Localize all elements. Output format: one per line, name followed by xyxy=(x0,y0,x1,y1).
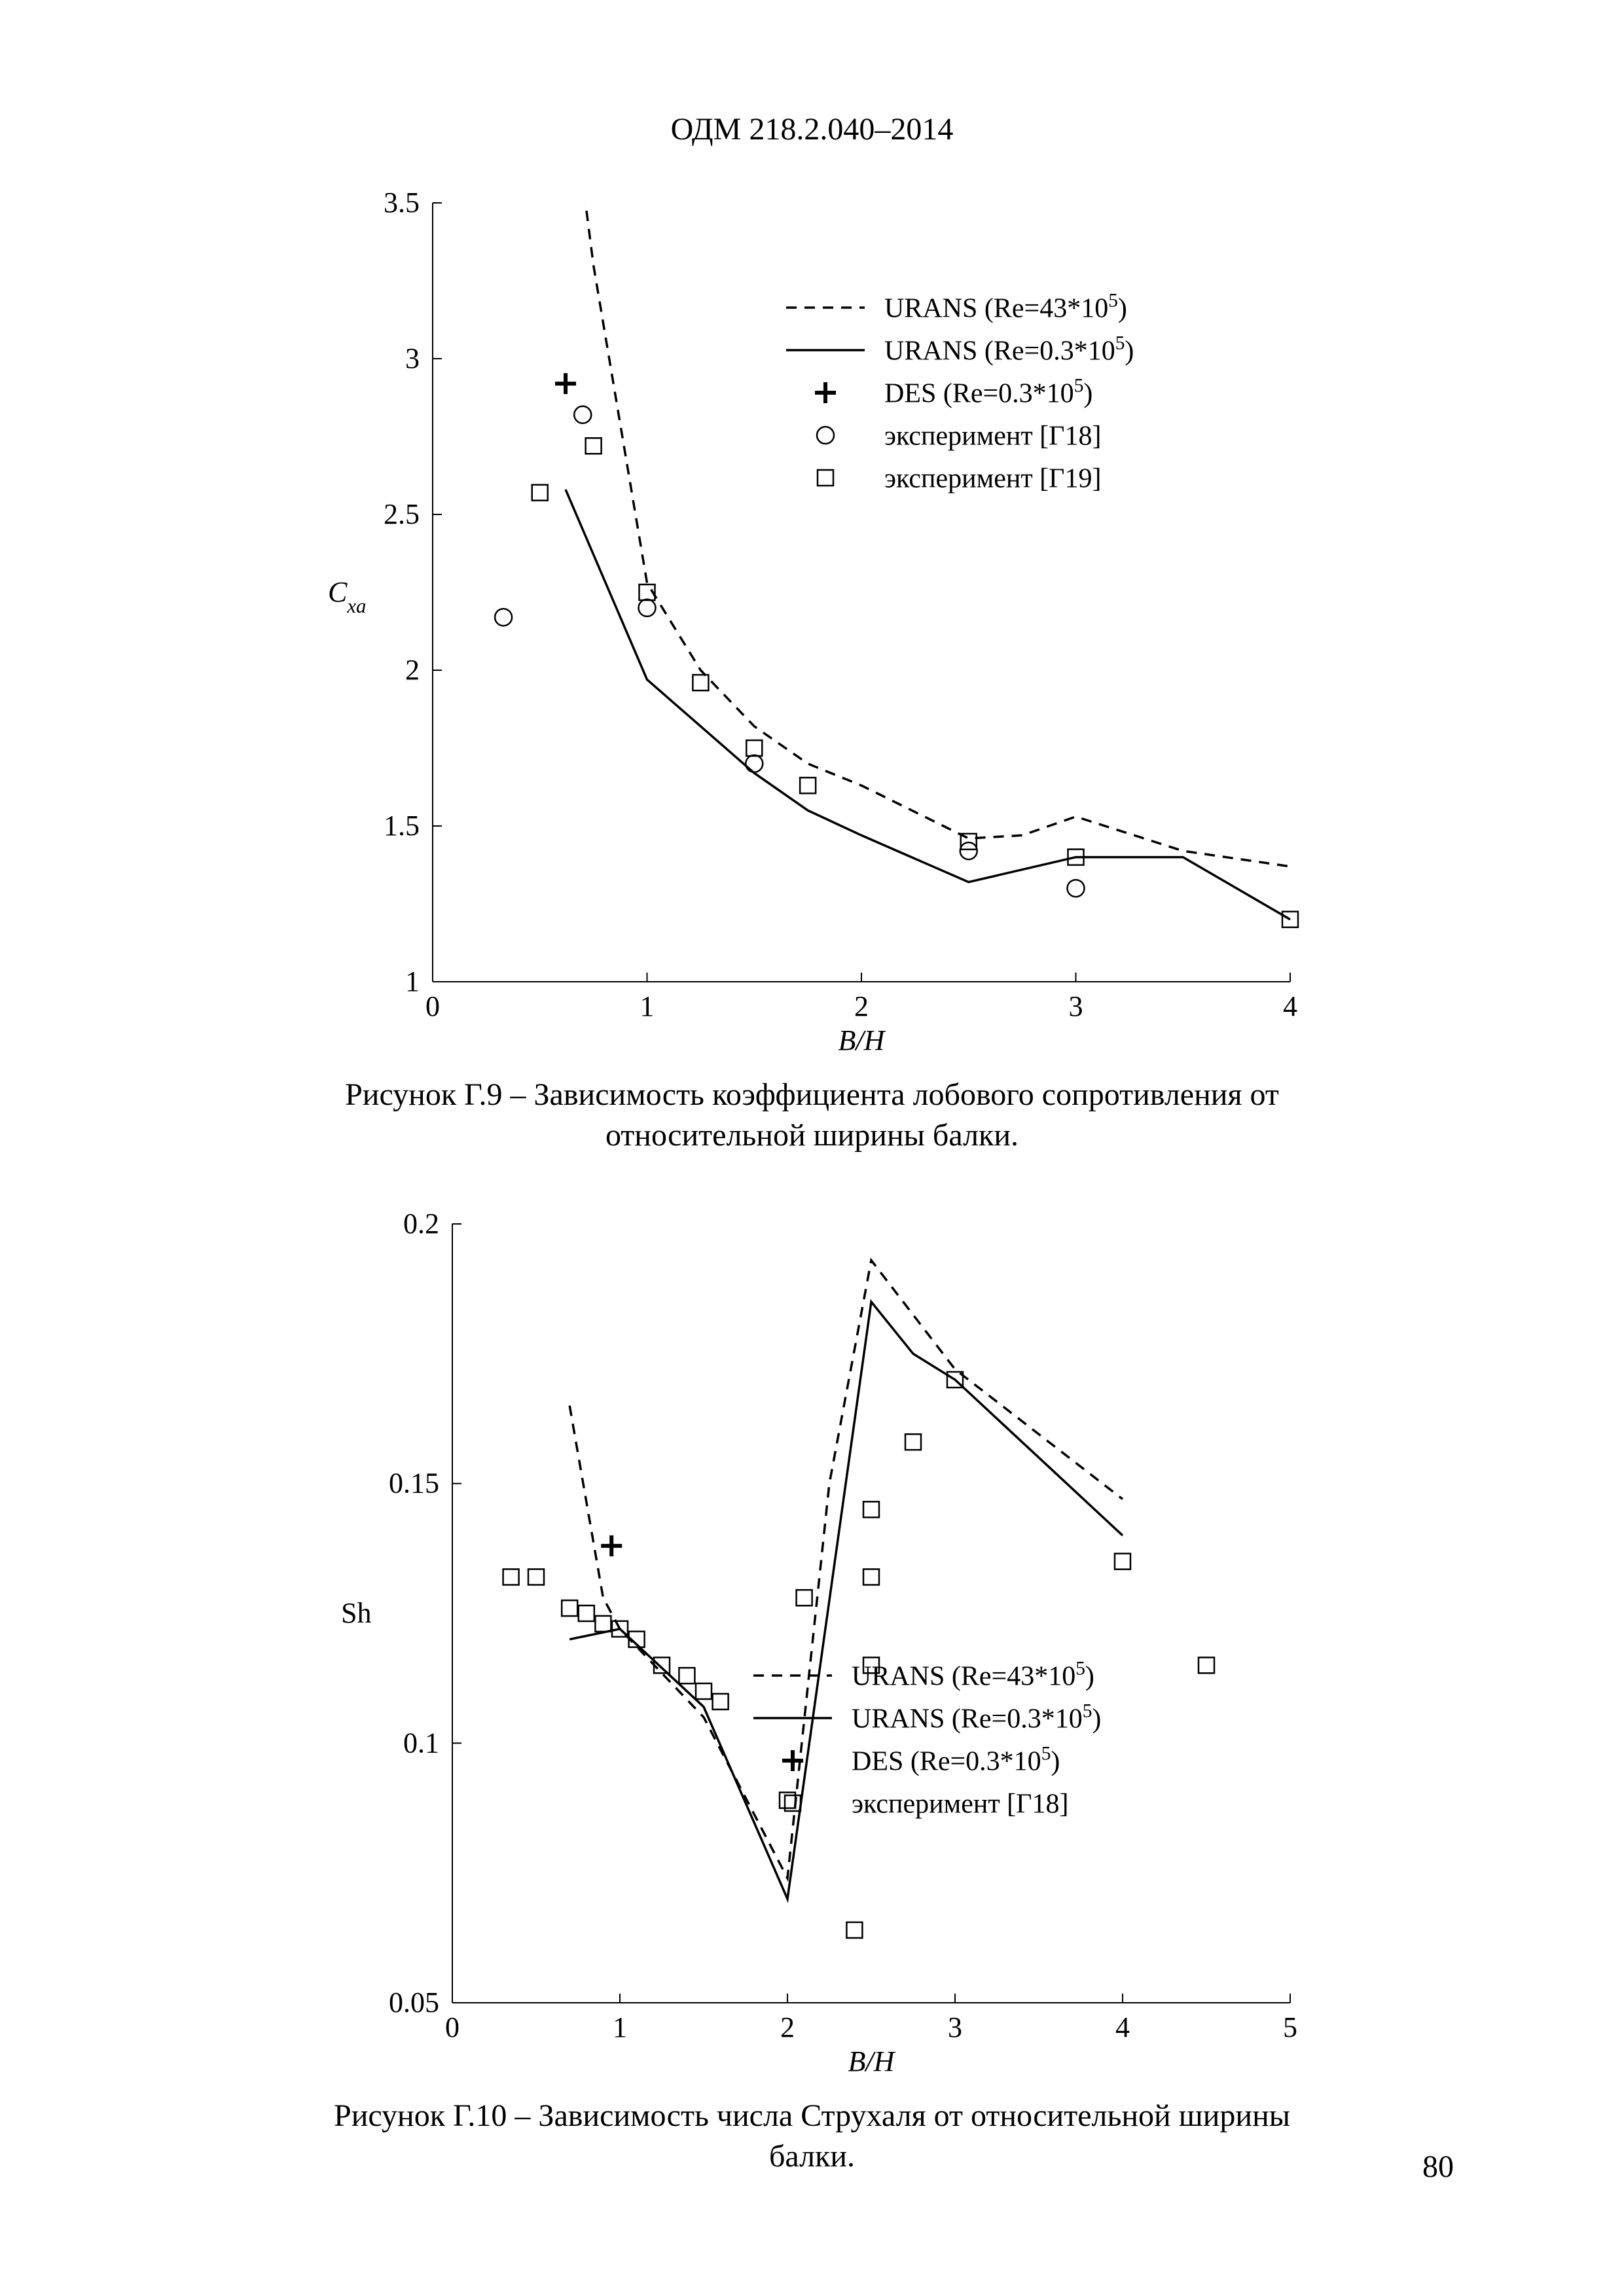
figure-g10-caption: Рисунок Г.10 – Зависимость числа Струхал… xyxy=(295,2096,1329,2178)
figure-g9-caption: Рисунок Г.9 – Зависимость коэффициента л… xyxy=(295,1075,1329,1157)
svg-text:0.1: 0.1 xyxy=(403,1727,439,1759)
page-number: 80 xyxy=(1422,2149,1454,2185)
svg-text:DES (Re=0.3*105): DES (Re=0.3*105) xyxy=(884,376,1092,409)
svg-text:эксперимент [Г18]: эксперимент [Г18] xyxy=(884,422,1101,452)
svg-text:1.5: 1.5 xyxy=(384,810,420,842)
svg-text:2: 2 xyxy=(780,2011,795,2043)
svg-text:0: 0 xyxy=(445,2011,460,2043)
svg-text:2: 2 xyxy=(405,654,420,686)
svg-text:0.15: 0.15 xyxy=(389,1467,439,1499)
svg-text:URANS (Re=43*105): URANS (Re=43*105) xyxy=(884,291,1127,324)
svg-text:1: 1 xyxy=(613,2011,627,2043)
svg-text:3: 3 xyxy=(405,342,420,374)
svg-text:Cxa: Cxa xyxy=(328,576,366,617)
svg-text:B/H: B/H xyxy=(848,2045,895,2077)
svg-text:0.05: 0.05 xyxy=(389,1986,439,2018)
chart-g10-svg: 0 1 2 3 4 5 B/H 0.05 0.1 0.15 0.2 Sh URANS (Re=43*10… xyxy=(295,1204,1329,2088)
svg-text:3.5: 3.5 xyxy=(384,187,420,219)
svg-text:URANS (Re=0.3*105): URANS (Re=0.3*105) xyxy=(852,1701,1101,1734)
svg-text:4: 4 xyxy=(1115,2011,1130,2043)
svg-text:DES (Re=0.3*105): DES (Re=0.3*105) xyxy=(852,1744,1060,1777)
svg-text:URANS (Re=0.3*105): URANS (Re=0.3*105) xyxy=(884,333,1134,367)
svg-text:5: 5 xyxy=(1283,2011,1297,2043)
svg-text:1: 1 xyxy=(405,965,420,997)
svg-text:0.2: 0.2 xyxy=(403,1208,439,1240)
svg-text:0: 0 xyxy=(425,990,440,1022)
svg-text:Sh: Sh xyxy=(341,1597,371,1629)
svg-text:4: 4 xyxy=(1283,990,1297,1022)
svg-text:эксперимент [Г18]: эксперимент [Г18] xyxy=(852,1789,1068,1820)
chart-g9-svg: 01234B/H11.522.533.5CxaURANS (Re=43*105)… xyxy=(295,183,1329,1067)
svg-text:2.5: 2.5 xyxy=(384,498,420,530)
page-header: ОДМ 218.2.040–2014 xyxy=(0,111,1624,147)
svg-text:3: 3 xyxy=(1068,990,1083,1022)
figure-g10: 0 1 2 3 4 5 B/H 0.05 0.1 0.15 0.2 Sh URANS (Re=43*10… xyxy=(295,1204,1329,2178)
figure-g9: 01234B/H11.522.533.5CxaURANS (Re=43*105)… xyxy=(295,183,1329,1157)
svg-text:2: 2 xyxy=(854,990,869,1022)
svg-text:эксперимент [Г19]: эксперимент [Г19] xyxy=(884,464,1101,494)
svg-text:URANS (Re=43*105): URANS (Re=43*105) xyxy=(852,1659,1094,1692)
svg-text:B/H: B/H xyxy=(838,1024,886,1056)
svg-text:3: 3 xyxy=(948,2011,962,2043)
svg-text:1: 1 xyxy=(640,990,654,1022)
